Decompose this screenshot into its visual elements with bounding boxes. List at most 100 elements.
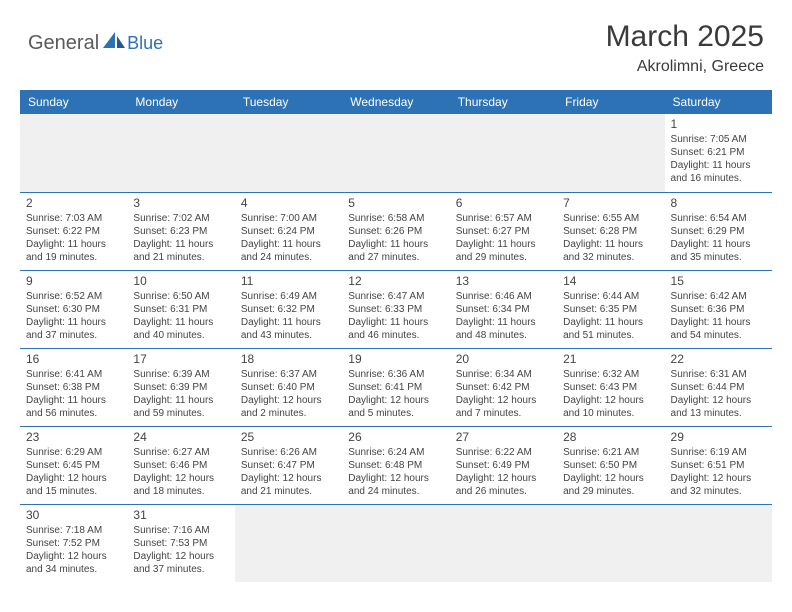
day-details: Sunrise: 6:49 AMSunset: 6:32 PMDaylight:… bbox=[241, 290, 336, 342]
day-number: 7 bbox=[563, 196, 658, 210]
calendar-cell: 5Sunrise: 6:58 AMSunset: 6:26 PMDaylight… bbox=[342, 192, 449, 270]
weekday-header: Monday bbox=[127, 90, 234, 114]
day-details: Sunrise: 6:47 AMSunset: 6:33 PMDaylight:… bbox=[348, 290, 443, 342]
calendar-cell: 1 Sunrise: 7:05 AMSunset: 6:21 PMDaylight… bbox=[665, 114, 772, 192]
calendar-cell-empty bbox=[235, 504, 342, 582]
calendar-table: SundayMondayTuesdayWednesdayThursdayFrid… bbox=[20, 90, 772, 582]
calendar-cell-empty bbox=[557, 114, 664, 192]
weekday-header: Tuesday bbox=[235, 90, 342, 114]
day-number: 10 bbox=[133, 274, 228, 288]
day-number: 9 bbox=[26, 274, 121, 288]
calendar-cell: 14 Sunrise: 6:44 AMSunset: 6:35 PMDayligh… bbox=[557, 270, 664, 348]
day-number: 27 bbox=[456, 430, 551, 444]
calendar-cell: 18 Sunrise: 6:37 AMSunset: 6:40 PMDayligh… bbox=[235, 348, 342, 426]
calendar-cell: 28Sunrise: 6:21 AMSunset: 6:50 PMDayligh… bbox=[557, 426, 664, 504]
day-number: 13 bbox=[456, 274, 551, 288]
logo-sail-icon bbox=[101, 30, 127, 57]
calendar-cell: 11 Sunrise: 6:49 AMSunset: 6:32 PMDayligh… bbox=[235, 270, 342, 348]
day-number: 20 bbox=[456, 352, 551, 366]
day-number: 30 bbox=[26, 508, 121, 522]
location: Akrolimni, Greece bbox=[606, 58, 764, 76]
calendar-cell: 24Sunrise: 6:27 AMSunset: 6:46 PMDayligh… bbox=[127, 426, 234, 504]
calendar-cell: 7 Sunrise: 6:55 AMSunset: 6:28 PMDaylight… bbox=[557, 192, 664, 270]
calendar-cell: 9Sunrise: 6:52 AMSunset: 6:30 PMDaylight… bbox=[20, 270, 127, 348]
day-number: 4 bbox=[241, 196, 336, 210]
calendar-cell: 27 Sunrise: 6:22 AMSunset: 6:49 PMDayligh… bbox=[450, 426, 557, 504]
day-details: Sunrise: 6:24 AMSunset: 6:48 PMDaylight:… bbox=[348, 446, 443, 498]
calendar-cell-empty bbox=[235, 114, 342, 192]
weekday-header: Sunday bbox=[20, 90, 127, 114]
calendar-cell: 26 Sunrise: 6:24 AMSunset: 6:48 PMDayligh… bbox=[342, 426, 449, 504]
day-details: Sunrise: 6:41 AMSunset: 6:38 PMDaylight:… bbox=[26, 368, 121, 420]
day-number: 17 bbox=[133, 352, 228, 366]
day-details: Sunrise: 7:18 AMSunset: 7:52 PMDaylight:… bbox=[26, 524, 121, 576]
weekday-header: Saturday bbox=[665, 90, 772, 114]
day-number: 11 bbox=[241, 274, 336, 288]
calendar-cell: 21 Sunrise: 6:32 AMSunset: 6:43 PMDayligh… bbox=[557, 348, 664, 426]
calendar-cell: 2Sunrise: 7:03 AMSunset: 6:22 PMDaylight… bbox=[20, 192, 127, 270]
calendar-cell: 23 Sunrise: 6:29 AMSunset: 6:45 PMDayligh… bbox=[20, 426, 127, 504]
day-number: 1 bbox=[671, 117, 766, 131]
day-details: Sunrise: 6:34 AMSunset: 6:42 PMDaylight:… bbox=[456, 368, 551, 420]
day-details: Sunrise: 6:44 AMSunset: 6:35 PMDaylight:… bbox=[563, 290, 658, 342]
day-details: Sunrise: 6:22 AMSunset: 6:49 PMDaylight:… bbox=[456, 446, 551, 498]
weekday-header: Thursday bbox=[450, 90, 557, 114]
day-number: 5 bbox=[348, 196, 443, 210]
day-number: 15 bbox=[671, 274, 766, 288]
day-number: 14 bbox=[563, 274, 658, 288]
calendar-cell-empty bbox=[342, 114, 449, 192]
day-details: Sunrise: 6:54 AMSunset: 6:29 PMDaylight:… bbox=[671, 212, 766, 264]
day-details: Sunrise: 6:55 AMSunset: 6:28 PMDaylight:… bbox=[563, 212, 658, 264]
calendar-cell: 25Sunrise: 6:26 AMSunset: 6:47 PMDayligh… bbox=[235, 426, 342, 504]
calendar-cell-empty bbox=[127, 114, 234, 192]
day-details: Sunrise: 6:42 AMSunset: 6:36 PMDaylight:… bbox=[671, 290, 766, 342]
logo-text-general: General bbox=[28, 32, 99, 55]
calendar-cell: 12Sunrise: 6:47 AMSunset: 6:33 PMDayligh… bbox=[342, 270, 449, 348]
header: General Blue March 2025 Akrolimni, Greec… bbox=[0, 0, 792, 84]
day-details: Sunrise: 7:00 AMSunset: 6:24 PMDaylight:… bbox=[241, 212, 336, 264]
weekday-header: Friday bbox=[557, 90, 664, 114]
calendar-cell-empty bbox=[665, 504, 772, 582]
day-details: Sunrise: 7:03 AMSunset: 6:22 PMDaylight:… bbox=[26, 212, 121, 264]
day-details: Sunrise: 6:31 AMSunset: 6:44 PMDaylight:… bbox=[671, 368, 766, 420]
day-details: Sunrise: 6:26 AMSunset: 6:47 PMDaylight:… bbox=[241, 446, 336, 498]
calendar-cell: 4 Sunrise: 7:00 AMSunset: 6:24 PMDaylight… bbox=[235, 192, 342, 270]
day-number: 22 bbox=[671, 352, 766, 366]
day-number: 3 bbox=[133, 196, 228, 210]
calendar-cell: 15 Sunrise: 6:42 AMSunset: 6:36 PMDayligh… bbox=[665, 270, 772, 348]
day-details: Sunrise: 6:50 AMSunset: 6:31 PMDaylight:… bbox=[133, 290, 228, 342]
day-details: Sunrise: 6:37 AMSunset: 6:40 PMDaylight:… bbox=[241, 368, 336, 420]
day-details: Sunrise: 6:32 AMSunset: 6:43 PMDaylight:… bbox=[563, 368, 658, 420]
calendar-cell-empty bbox=[20, 114, 127, 192]
day-details: Sunrise: 6:29 AMSunset: 6:45 PMDaylight:… bbox=[26, 446, 121, 498]
day-number: 23 bbox=[26, 430, 121, 444]
day-details: Sunrise: 6:36 AMSunset: 6:41 PMDaylight:… bbox=[348, 368, 443, 420]
calendar-cell: 19 Sunrise: 6:36 AMSunset: 6:41 PMDayligh… bbox=[342, 348, 449, 426]
day-number: 31 bbox=[133, 508, 228, 522]
calendar-cell: 8Sunrise: 6:54 AMSunset: 6:29 PMDaylight… bbox=[665, 192, 772, 270]
day-number: 18 bbox=[241, 352, 336, 366]
day-number: 26 bbox=[348, 430, 443, 444]
day-details: Sunrise: 7:05 AMSunset: 6:21 PMDaylight:… bbox=[671, 133, 766, 185]
day-number: 16 bbox=[26, 352, 121, 366]
day-number: 6 bbox=[456, 196, 551, 210]
calendar-body: 1 Sunrise: 7:05 AMSunset: 6:21 PMDaylight… bbox=[20, 114, 772, 582]
calendar-cell: 31 Sunrise: 7:16 AMSunset: 7:53 PMDayligh… bbox=[127, 504, 234, 582]
day-details: Sunrise: 6:19 AMSunset: 6:51 PMDaylight:… bbox=[671, 446, 766, 498]
weekday-row: SundayMondayTuesdayWednesdayThursdayFrid… bbox=[20, 90, 772, 114]
day-details: Sunrise: 6:39 AMSunset: 6:39 PMDaylight:… bbox=[133, 368, 228, 420]
calendar-cell: 6Sunrise: 6:57 AMSunset: 6:27 PMDaylight… bbox=[450, 192, 557, 270]
calendar-cell-empty bbox=[450, 114, 557, 192]
calendar-row: 9Sunrise: 6:52 AMSunset: 6:30 PMDaylight… bbox=[20, 270, 772, 348]
calendar-cell: 3Sunrise: 7:02 AMSunset: 6:23 PMDaylight… bbox=[127, 192, 234, 270]
calendar-cell-empty bbox=[450, 504, 557, 582]
weekday-header: Wednesday bbox=[342, 90, 449, 114]
day-details: Sunrise: 7:16 AMSunset: 7:53 PMDaylight:… bbox=[133, 524, 228, 576]
calendar-head: SundayMondayTuesdayWednesdayThursdayFrid… bbox=[20, 90, 772, 114]
day-number: 19 bbox=[348, 352, 443, 366]
page-title: March 2025 bbox=[606, 20, 764, 54]
day-number: 28 bbox=[563, 430, 658, 444]
day-number: 24 bbox=[133, 430, 228, 444]
day-number: 21 bbox=[563, 352, 658, 366]
logo: General Blue bbox=[28, 20, 163, 57]
